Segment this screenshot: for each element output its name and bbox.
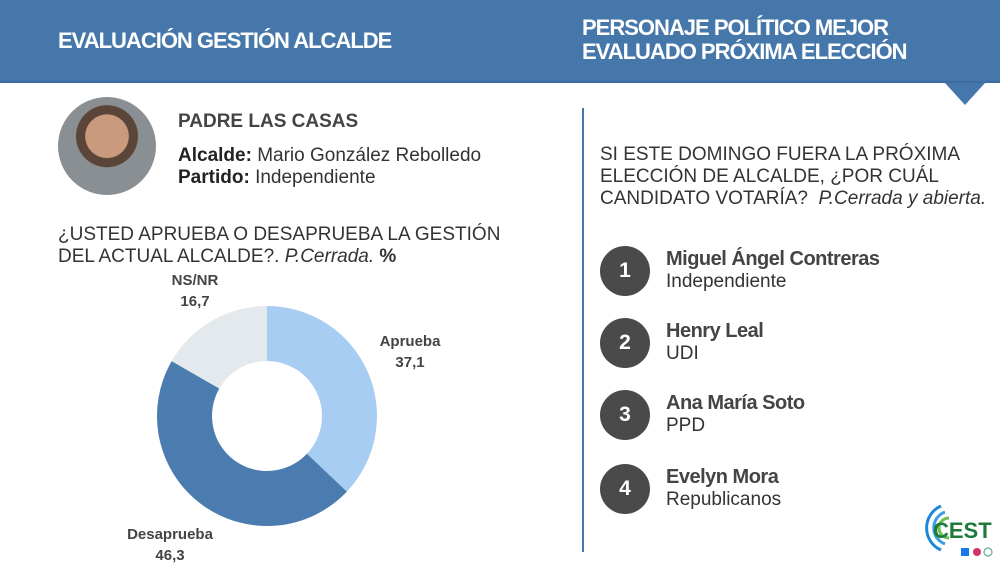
- alcalde-name: Mario González Rebolledo: [257, 145, 482, 166]
- question-vote: SI ESTE DOMINGO FUERA LA PRÓXIMA ELECCIÓ…: [600, 144, 990, 210]
- candidate-party: Republicanos: [666, 489, 782, 510]
- candidate-party: UDI: [666, 343, 699, 364]
- header-pointer: [945, 83, 985, 105]
- question-vote-text: SI ESTE DOMINGO FUERA LA PRÓXIMA ELECCIÓ…: [600, 144, 959, 209]
- alcalde-label: Alcalde:: [178, 145, 252, 166]
- label-aprueba: Aprueba 37,1: [365, 331, 455, 373]
- label-desaprueba-name: Desaprueba: [127, 526, 213, 543]
- question-vote-note: P.Cerrada y abierta.: [818, 188, 987, 209]
- candidate-name: Ana María Soto: [666, 392, 805, 414]
- donut-slice-nsnr: [171, 306, 267, 389]
- candidate-name: Miguel Ángel Contreras: [666, 248, 880, 270]
- facebook-icon: [961, 548, 969, 556]
- comuna-name: PADRE LAS CASAS: [178, 111, 359, 132]
- question-note: P.Cerrada.: [284, 246, 375, 267]
- label-nsnr: NS/NR 16,7: [150, 270, 240, 312]
- candidate-party: Independiente: [666, 271, 787, 292]
- rank-badge: 2: [600, 318, 650, 368]
- candidate-party: PPD: [666, 415, 706, 436]
- donut-slice-desaprueba: [157, 361, 347, 526]
- approval-donut-chart: [157, 306, 377, 526]
- instagram-icon: [973, 548, 981, 556]
- whatsapp-icon: [983, 547, 993, 557]
- question-approval: ¿USTED APRUEBA O DESAPRUEBA LA GESTIÓN D…: [58, 224, 538, 268]
- candidate-name: Henry Leal: [666, 320, 764, 342]
- label-aprueba-value: 37,1: [395, 354, 425, 371]
- divider: [582, 108, 584, 552]
- label-desaprueba-value: 46,3: [155, 547, 185, 564]
- question-unit: %: [379, 246, 397, 267]
- label-aprueba-name: Aprueba: [379, 333, 441, 350]
- mayor-info: Alcalde: Mario González Rebolledo Partid…: [178, 145, 481, 189]
- candidate-name: Evelyn Mora: [666, 466, 779, 488]
- right-title-line2: EVALUADO PRÓXIMA ELECCIÓN: [582, 39, 908, 64]
- label-nsnr-value: 16,7: [180, 293, 210, 310]
- label-desaprueba: Desaprueba 46,3: [105, 524, 235, 566]
- rank-badge: 3: [600, 390, 650, 440]
- right-title-line1: PERSONAJE POLÍTICO MEJOR: [582, 15, 889, 40]
- partido-label: Partido:: [178, 167, 250, 188]
- cest-logo: CEST: [925, 504, 993, 557]
- header-bar: [0, 0, 1000, 83]
- svg-text:CEST: CEST: [933, 518, 992, 543]
- rank-badge: 1: [600, 246, 650, 296]
- right-title: PERSONAJE POLÍTICO MEJOR EVALUADO PRÓXIMA…: [582, 15, 908, 64]
- question-text: ¿USTED APRUEBA O DESAPRUEBA LA GESTIÓN D…: [58, 224, 501, 267]
- label-nsnr-name: NS/NR: [171, 272, 219, 289]
- rank-badge: 4: [600, 464, 650, 514]
- left-title: EVALUACIÓN GESTIÓN ALCALDE: [58, 28, 392, 53]
- partido-name: Independiente: [255, 167, 376, 188]
- mayor-photo: [58, 97, 156, 195]
- donut-slice-aprueba: [267, 306, 377, 492]
